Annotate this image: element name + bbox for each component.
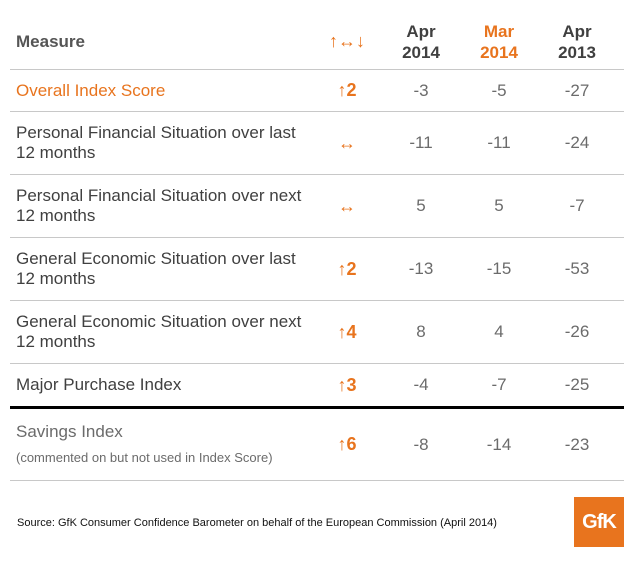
- row-value: 4: [494, 322, 504, 341]
- header-col-mar-2014: Mar 2014: [480, 21, 518, 62]
- row-change: ↑2: [337, 80, 357, 100]
- row-value: -14: [486, 434, 512, 454]
- savings-note: (commented on but not used in Index Scor…: [16, 449, 273, 465]
- row-value: -11: [409, 133, 433, 152]
- table-row: Savings Index (commented on but not used…: [10, 409, 624, 481]
- row-measure: General Economic Situation over last 12 …: [16, 249, 296, 288]
- source-note: Source: GfK Consumer Confidence Baromete…: [17, 517, 497, 529]
- row-value: -27: [564, 80, 590, 100]
- row-value: -24: [564, 133, 590, 152]
- row-change: ↔: [338, 195, 356, 216]
- row-value: -7: [569, 196, 585, 215]
- row-measure: Overall Index Score: [16, 80, 166, 100]
- row-measure: Savings Index (commented on but not used…: [10, 422, 312, 468]
- table-row: Overall Index Score ↑2 -3 -5 -27: [10, 70, 624, 112]
- row-change: ↑2: [337, 258, 357, 279]
- row-change: ↔: [338, 132, 356, 153]
- row-measure: Major Purchase Index: [16, 375, 182, 394]
- table-row: General Economic Situation over last 12 …: [10, 238, 624, 301]
- row-measure: General Economic Situation over next 12 …: [16, 312, 302, 351]
- table-row: Major Purchase Index ↑3 -4 -7 -25: [10, 364, 624, 409]
- row-value: -15: [486, 259, 512, 278]
- row-value: -5: [491, 80, 507, 100]
- row-value: -7: [491, 375, 507, 394]
- table-row: General Economic Situation over next 12 …: [10, 301, 624, 364]
- table-row: Personal Financial Situation over next 1…: [10, 175, 624, 238]
- header-change-arrows: ↑↔↓: [329, 31, 365, 51]
- row-value: 8: [416, 322, 426, 341]
- row-value: -53: [564, 259, 590, 278]
- row-value: -11: [487, 133, 511, 152]
- row-value: 5: [494, 196, 504, 215]
- row-value: -25: [564, 375, 590, 394]
- savings-label: Savings Index: [16, 421, 123, 441]
- row-value: -3: [413, 80, 429, 100]
- row-value: -4: [413, 375, 429, 394]
- row-change: ↑3: [337, 374, 357, 395]
- gfk-logo: GfK: [574, 497, 624, 547]
- header-col-apr-2014: Apr 2014: [402, 21, 440, 62]
- row-measure: Personal Financial Situation over last 1…: [16, 123, 296, 162]
- table-header: Measure ↑↔↓ Apr 2014 Mar 2014 Apr 2013: [10, 14, 624, 70]
- row-value: -23: [564, 434, 590, 454]
- row-value: -26: [564, 322, 590, 341]
- header-measure: Measure: [16, 31, 85, 51]
- header-col-apr-2013: Apr 2013: [558, 21, 596, 62]
- row-change: ↑4: [337, 321, 357, 342]
- row-change: ↑6: [337, 434, 357, 454]
- row-value: 5: [416, 196, 426, 215]
- row-value: -8: [413, 434, 429, 454]
- row-value: -13: [408, 259, 434, 278]
- row-measure: Personal Financial Situation over next 1…: [16, 186, 302, 225]
- table-row: Personal Financial Situation over last 1…: [10, 112, 624, 175]
- confidence-table: Measure ↑↔↓ Apr 2014 Mar 2014 Apr 2013 Over…: [10, 14, 624, 481]
